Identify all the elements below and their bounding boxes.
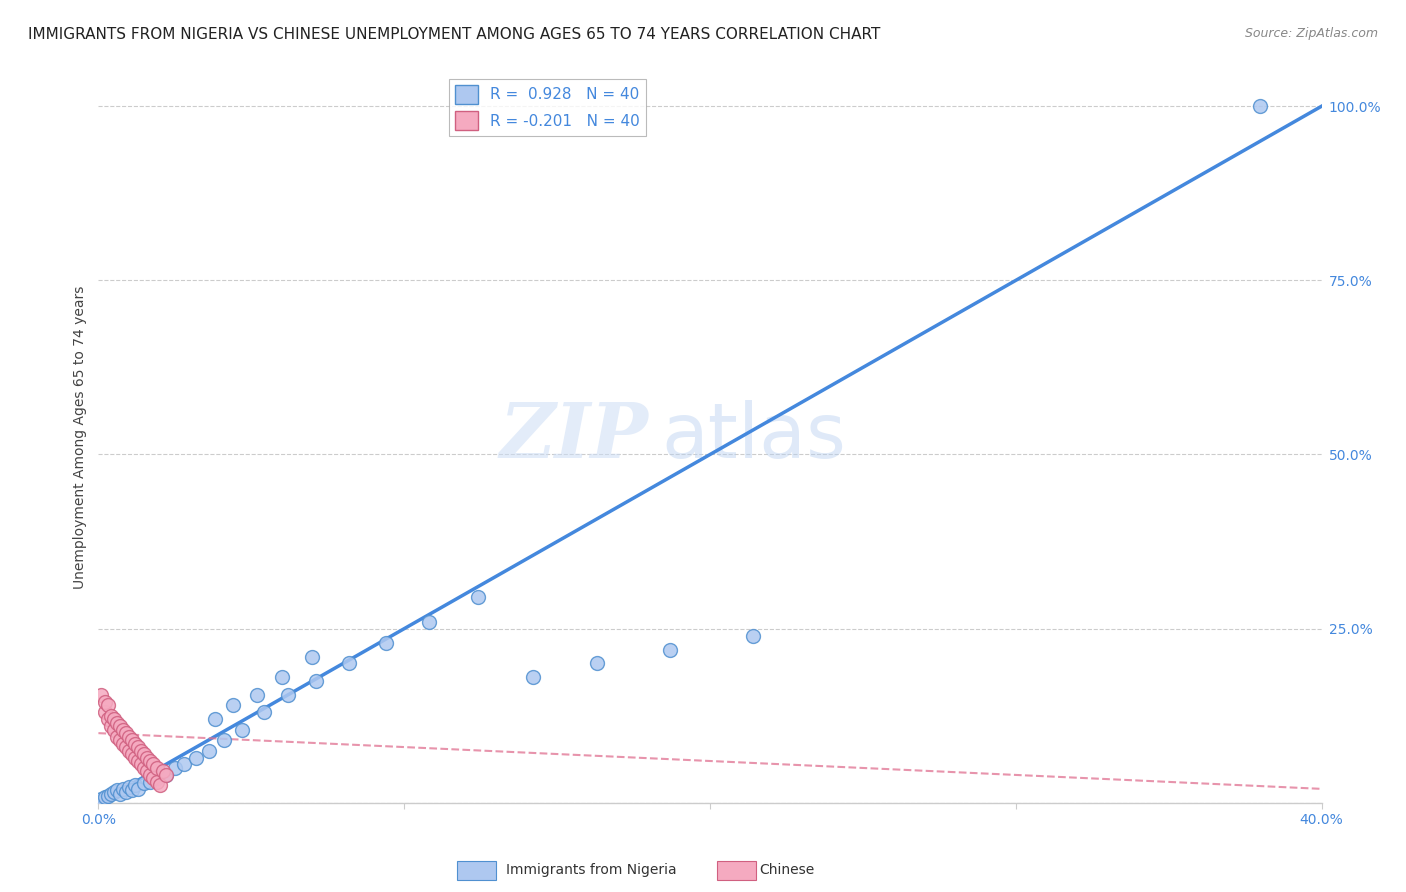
Point	[145, 761, 167, 775]
Point	[124, 778, 146, 792]
Text: Immigrants from Nigeria: Immigrants from Nigeria	[506, 863, 676, 877]
Point	[304, 673, 326, 688]
Point	[97, 698, 120, 713]
Point	[105, 715, 128, 730]
Point	[145, 772, 167, 786]
Point	[124, 750, 146, 764]
Point	[586, 657, 609, 671]
Point	[93, 705, 115, 719]
Point	[222, 698, 245, 713]
Point	[103, 723, 125, 737]
Point	[118, 780, 141, 795]
Point	[115, 726, 138, 740]
Point	[121, 747, 143, 761]
Point	[522, 670, 544, 684]
Text: Chinese: Chinese	[759, 863, 814, 877]
Point	[1249, 99, 1271, 113]
Point	[246, 688, 269, 702]
Point	[145, 775, 167, 789]
Point	[127, 740, 149, 755]
Point	[93, 695, 115, 709]
Text: Source: ZipAtlas.com: Source: ZipAtlas.com	[1244, 27, 1378, 40]
Point	[103, 712, 125, 726]
Point	[129, 743, 152, 757]
Point	[118, 743, 141, 757]
Point	[108, 719, 131, 733]
Point	[134, 747, 156, 761]
Point	[118, 730, 141, 744]
Point	[111, 723, 134, 737]
Point	[418, 615, 440, 629]
Legend: R =  0.928   N = 40, R = -0.201   N = 40: R = 0.928 N = 40, R = -0.201 N = 40	[449, 79, 645, 136]
Text: IMMIGRANTS FROM NIGERIA VS CHINESE UNEMPLOYMENT AMONG AGES 65 TO 74 YEARS CORREL: IMMIGRANTS FROM NIGERIA VS CHINESE UNEMP…	[28, 27, 880, 42]
Point	[163, 761, 186, 775]
Point	[127, 754, 149, 768]
Point	[149, 778, 172, 792]
Point	[173, 757, 195, 772]
Point	[108, 788, 131, 802]
Point	[155, 768, 177, 782]
Point	[142, 772, 165, 786]
Point	[105, 783, 128, 797]
Point	[97, 789, 120, 803]
Point	[127, 781, 149, 796]
Y-axis label: Unemployment Among Ages 65 to 74 years: Unemployment Among Ages 65 to 74 years	[73, 285, 87, 589]
Point	[90, 792, 112, 806]
Point	[129, 757, 152, 772]
Point	[231, 723, 253, 737]
Point	[105, 730, 128, 744]
Point	[124, 737, 146, 751]
Point	[467, 591, 489, 605]
Point	[277, 688, 299, 702]
Point	[111, 737, 134, 751]
Point	[152, 764, 174, 779]
Point	[197, 743, 219, 757]
Point	[134, 776, 156, 790]
Point	[93, 790, 115, 805]
Point	[121, 783, 143, 797]
Point	[134, 761, 156, 775]
Point	[374, 635, 396, 649]
Point	[97, 712, 120, 726]
Point	[115, 785, 138, 799]
Point	[100, 708, 122, 723]
Point	[142, 757, 165, 772]
Point	[139, 775, 162, 789]
Text: ZIP: ZIP	[501, 401, 650, 474]
Point	[90, 688, 112, 702]
Point	[136, 764, 159, 779]
Point	[337, 657, 360, 671]
Point	[659, 642, 682, 657]
Point	[139, 768, 162, 782]
Point	[204, 712, 226, 726]
Point	[301, 649, 323, 664]
Point	[155, 768, 177, 782]
Point	[100, 788, 122, 802]
Point	[270, 670, 292, 684]
Point	[103, 785, 125, 799]
Point	[741, 629, 763, 643]
Point	[121, 733, 143, 747]
Point	[139, 754, 162, 768]
Text: atlas: atlas	[661, 401, 846, 474]
Point	[252, 705, 274, 719]
Point	[212, 733, 235, 747]
Point	[186, 750, 208, 764]
Point	[100, 719, 122, 733]
Point	[115, 740, 138, 755]
Point	[108, 733, 131, 747]
Point	[111, 781, 134, 796]
Point	[136, 750, 159, 764]
